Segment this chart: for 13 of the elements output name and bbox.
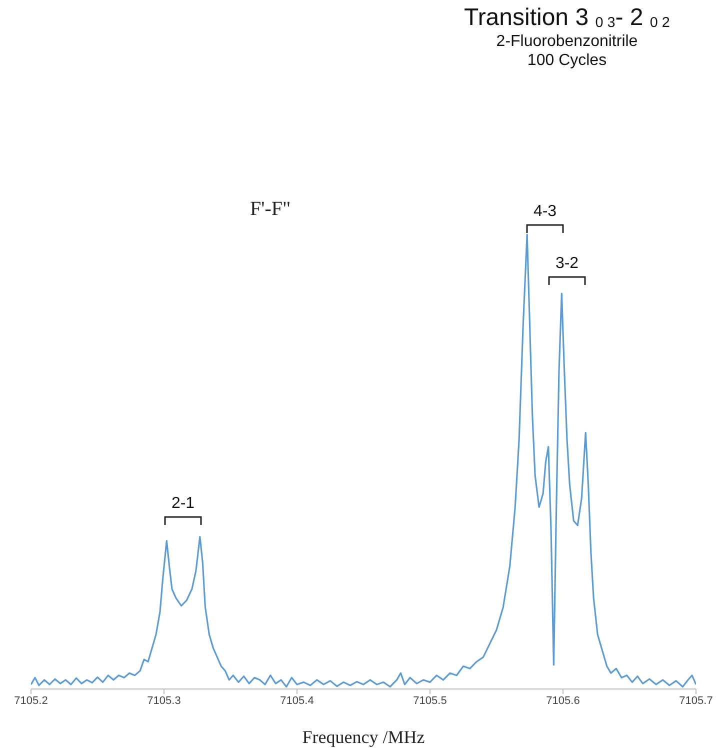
chart-title: Transition 3 $_{0 3}$- 2 $_{0 2}$ <box>463 4 671 32</box>
x-tick-label: 7105.2 <box>14 694 48 707</box>
x-tick-label: 7105.7 <box>679 694 713 707</box>
text: 4-3 <box>532 203 558 221</box>
x-tick-label: 7105.3 <box>147 694 181 707</box>
x-tick-label: 7105.5 <box>413 694 447 707</box>
x-axis-title: Frequency /MHz <box>302 727 425 747</box>
x-tick-label: 7105.6 <box>546 694 580 707</box>
text: F'-F" <box>250 198 291 221</box>
annotation: 2-1 <box>170 495 196 513</box>
chart-subtitle: 2-Fluorobenzonitrile 100 Cycles <box>495 32 639 70</box>
annotation: 3-2 <box>554 255 580 273</box>
x-tick-label: 7105.4 <box>280 694 314 707</box>
